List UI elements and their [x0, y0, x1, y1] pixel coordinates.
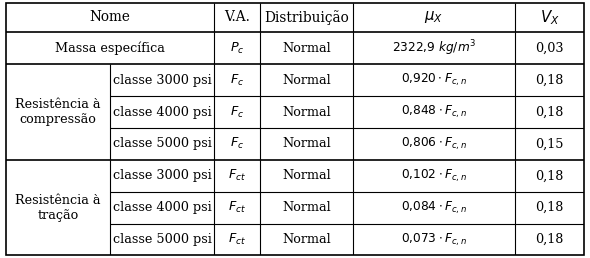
Text: Normal: Normal	[282, 42, 331, 55]
Text: $\mu_X$: $\mu_X$	[424, 10, 443, 26]
Text: classe 3000 psi: classe 3000 psi	[113, 74, 211, 87]
Text: 0,03: 0,03	[535, 42, 563, 55]
Text: 2322,9 $kg/m^3$: 2322,9 $kg/m^3$	[392, 38, 476, 58]
Text: 0,18: 0,18	[535, 74, 563, 87]
Text: 0,15: 0,15	[535, 138, 563, 150]
Text: 0,18: 0,18	[535, 106, 563, 119]
Text: $0{,}102 \cdot F_{c,n}$: $0{,}102 \cdot F_{c,n}$	[401, 168, 467, 184]
Text: Normal: Normal	[282, 201, 331, 214]
Text: $0{,}084 \cdot F_{c,n}$: $0{,}084 \cdot F_{c,n}$	[401, 199, 467, 216]
Text: Distribuição: Distribuição	[264, 10, 349, 25]
Text: 0,18: 0,18	[535, 233, 563, 246]
Text: 0,18: 0,18	[535, 169, 563, 182]
Text: $F_{ct}$: $F_{ct}$	[228, 200, 246, 215]
Text: classe 3000 psi: classe 3000 psi	[113, 169, 211, 182]
Text: $P_c$: $P_c$	[230, 41, 244, 56]
Text: classe 4000 psi: classe 4000 psi	[113, 201, 211, 214]
Text: $V_X$: $V_X$	[540, 8, 559, 27]
Text: $0{,}848 \cdot F_{c,n}$: $0{,}848 \cdot F_{c,n}$	[401, 104, 467, 120]
Text: Massa específica: Massa específica	[55, 42, 165, 55]
Text: Normal: Normal	[282, 74, 331, 87]
Text: classe 4000 psi: classe 4000 psi	[113, 106, 211, 119]
Text: Resistência à
compressão: Resistência à compressão	[15, 98, 101, 126]
Text: $F_{ct}$: $F_{ct}$	[228, 232, 246, 247]
Text: $0{,}073 \cdot F_{c,n}$: $0{,}073 \cdot F_{c,n}$	[401, 231, 467, 248]
Text: Normal: Normal	[282, 233, 331, 246]
Text: Normal: Normal	[282, 106, 331, 119]
Text: Resistência à
tração: Resistência à tração	[15, 194, 101, 222]
Text: $F_{ct}$: $F_{ct}$	[228, 168, 246, 183]
Text: $0{,}920 \cdot F_{c,n}$: $0{,}920 \cdot F_{c,n}$	[401, 72, 467, 88]
Text: $F_c$: $F_c$	[230, 104, 244, 120]
Text: V.A.: V.A.	[224, 11, 250, 25]
Text: Normal: Normal	[282, 138, 331, 150]
Text: $F_c$: $F_c$	[230, 136, 244, 151]
Text: Nome: Nome	[90, 11, 130, 25]
Text: classe 5000 psi: classe 5000 psi	[113, 138, 211, 150]
Text: $0{,}806 \cdot F_{c,n}$: $0{,}806 \cdot F_{c,n}$	[401, 136, 467, 152]
Text: $F_c$: $F_c$	[230, 73, 244, 88]
Text: classe 5000 psi: classe 5000 psi	[113, 233, 211, 246]
Text: 0,18: 0,18	[535, 201, 563, 214]
Text: Normal: Normal	[282, 169, 331, 182]
